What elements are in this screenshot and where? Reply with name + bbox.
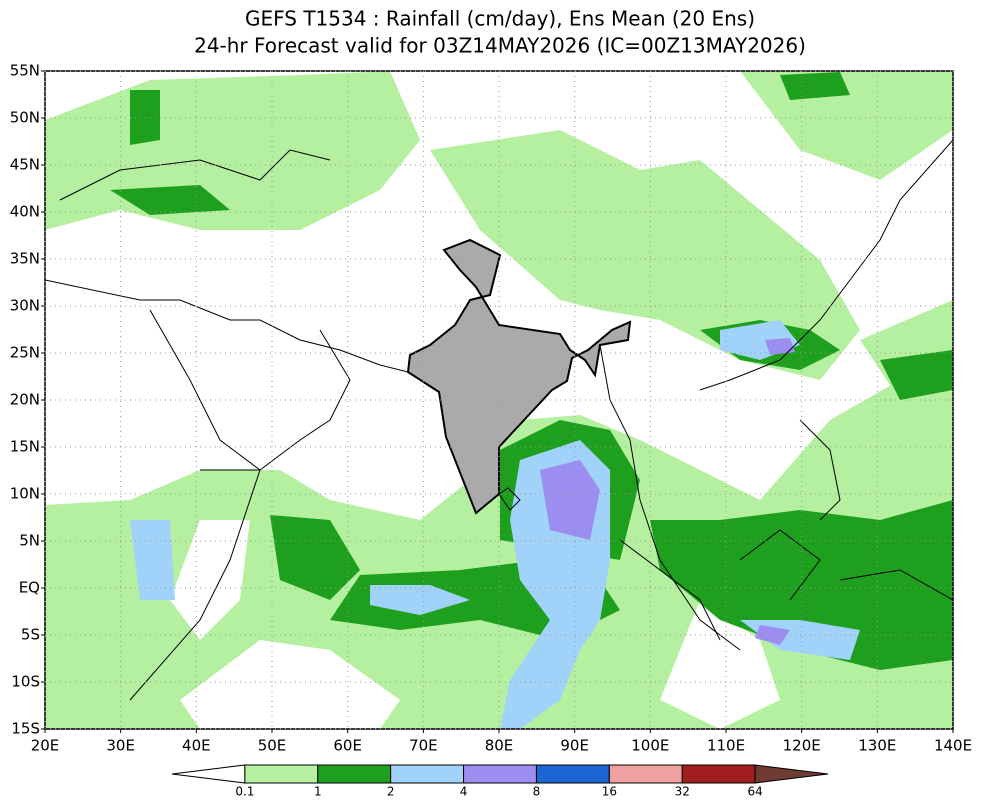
lon-label: 80E <box>485 737 514 755</box>
colorbar-label: 8 <box>533 785 541 799</box>
colorbar-swatch <box>390 764 465 784</box>
colorbar-swatch <box>463 764 537 784</box>
lat-label: 25N <box>10 344 40 362</box>
lat-label: 10S <box>11 673 40 691</box>
lon-label: 70E <box>409 737 438 755</box>
colorbar: 0.1 1 2 4 8 16 32 64 <box>171 764 829 799</box>
lon-label: 120E <box>783 737 821 755</box>
colorbar-swatch <box>317 764 392 784</box>
lon-label: 100E <box>631 737 669 755</box>
lon-label: 110E <box>707 737 745 755</box>
lat-label: 5S <box>21 626 40 644</box>
lat-label: 15N <box>10 438 40 456</box>
lat-label: 5N <box>19 532 40 550</box>
lat-label: 45N <box>10 156 40 174</box>
lon-label: 130E <box>858 737 896 755</box>
colorbar-swatch <box>681 764 756 784</box>
lat-label: 55N <box>10 62 40 80</box>
title-line: GEFS T1534 : Rainfall (cm/day), Ens Mean… <box>245 7 755 31</box>
colorbar-swatch <box>608 764 683 784</box>
colorbar-label: 16 <box>602 785 617 799</box>
lat-label: 35N <box>10 250 40 268</box>
lat-label: 50N <box>10 109 40 127</box>
colorbar-swatch <box>535 764 610 784</box>
colorbar-label: 32 <box>675 785 690 799</box>
colorbar-swatch <box>244 764 319 784</box>
lon-label: 90E <box>560 737 589 755</box>
lat-label: 10N <box>10 485 40 503</box>
colorbar-label: 1 <box>314 785 322 799</box>
colorbar-swatch <box>171 764 246 784</box>
lat-label: 15S <box>11 720 40 738</box>
lon-label: 20E <box>31 737 60 755</box>
lat-label: EQ <box>19 579 40 597</box>
colorbar-label: 4 <box>460 785 468 799</box>
lat-label: 20N <box>10 391 40 409</box>
lon-label: 40E <box>182 737 211 755</box>
colorbar-label: 64 <box>747 785 762 799</box>
lon-label: 140E <box>934 737 972 755</box>
rainfall-field <box>45 71 953 729</box>
lat-label: 40N <box>10 203 40 221</box>
lon-label: 50E <box>258 737 287 755</box>
lat-label: 30N <box>10 297 40 315</box>
lon-label: 60E <box>333 737 362 755</box>
lon-label: 30E <box>106 737 135 755</box>
colorbar-swatch <box>754 764 829 784</box>
colorbar-label: 2 <box>387 785 395 799</box>
colorbar-label: 0.1 <box>235 785 254 799</box>
title-line: 24-hr Forecast valid for 03Z14MAY2026 (I… <box>194 34 806 58</box>
